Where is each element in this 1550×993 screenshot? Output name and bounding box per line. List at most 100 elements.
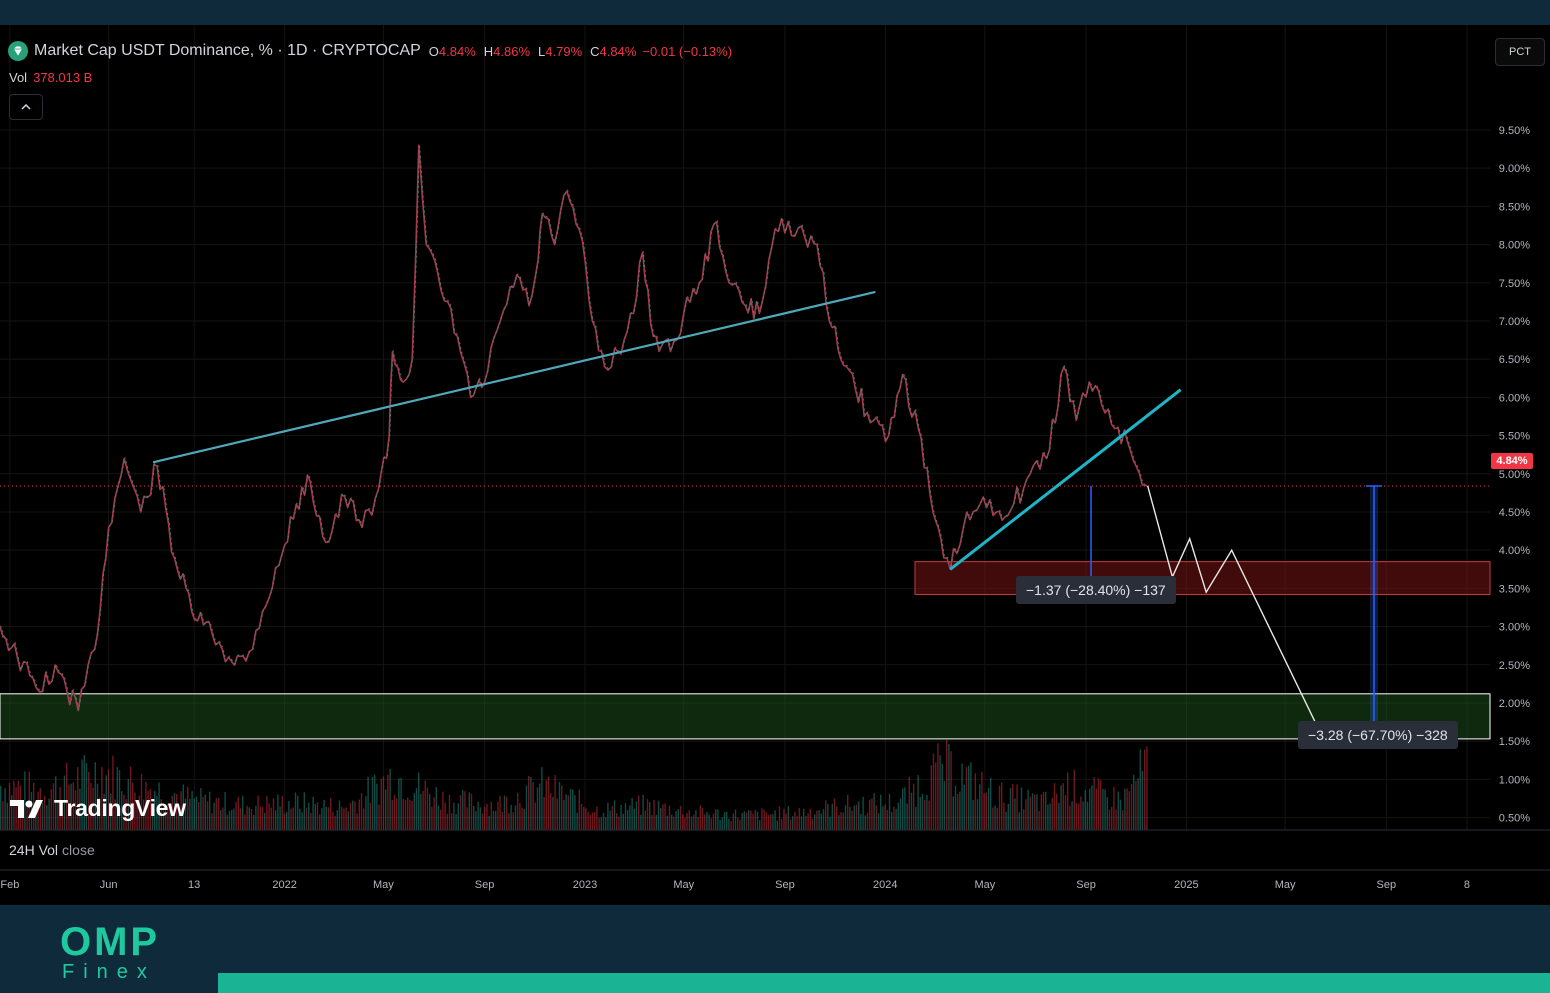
volume-bar bbox=[420, 793, 422, 830]
volume-label: Vol bbox=[9, 70, 28, 85]
low-value: 4.79% bbox=[545, 43, 583, 59]
volume-bar bbox=[627, 810, 629, 830]
volume-bar bbox=[431, 806, 433, 830]
volume-bar bbox=[1042, 791, 1045, 830]
volume-bar bbox=[569, 789, 572, 830]
volume-bar bbox=[1049, 803, 1051, 830]
volume-bar bbox=[772, 814, 774, 830]
volume-bar bbox=[721, 817, 723, 830]
volume-bar bbox=[732, 813, 734, 830]
volume-bar bbox=[453, 802, 455, 830]
drawings[interactable] bbox=[0, 290, 1490, 739]
volume-bar bbox=[759, 820, 761, 830]
volume-bar bbox=[138, 795, 140, 830]
volume-bar bbox=[123, 794, 125, 830]
volume-bar bbox=[829, 816, 831, 830]
volume-bar bbox=[915, 806, 917, 830]
volume-bar bbox=[844, 805, 847, 830]
volume-bar bbox=[519, 803, 521, 830]
volume-bar bbox=[253, 814, 255, 830]
volume-bar bbox=[319, 814, 321, 830]
volume-bar bbox=[294, 792, 297, 830]
high-label: H bbox=[483, 43, 494, 59]
volume-bar bbox=[767, 814, 770, 830]
volume-bar bbox=[591, 812, 594, 830]
volume-bar bbox=[1051, 797, 1053, 830]
volume-bar bbox=[365, 796, 367, 830]
volume-bar bbox=[943, 780, 946, 830]
volume-bar bbox=[693, 814, 695, 830]
volume-bar bbox=[61, 802, 63, 830]
volume-bar bbox=[730, 821, 732, 830]
volume-bar bbox=[1023, 809, 1025, 830]
volume-bar bbox=[1078, 803, 1080, 830]
volume-bar bbox=[44, 795, 46, 830]
volume-bar bbox=[242, 795, 244, 830]
volume-bar bbox=[1115, 809, 1117, 830]
volume-bar bbox=[103, 793, 105, 830]
volume-bar bbox=[1060, 785, 1062, 830]
volume-bar bbox=[530, 776, 532, 830]
volume-bar bbox=[39, 788, 41, 830]
volume-bar bbox=[541, 767, 543, 830]
x-tick-label: Sep bbox=[1076, 879, 1096, 891]
volume-bar bbox=[849, 807, 851, 830]
volume-bar bbox=[413, 793, 415, 830]
chart-legend: Market Cap USDT Dominance, % · 1D · CRYP… bbox=[8, 41, 732, 61]
chart-panel[interactable]: 9.50% 9.00% 8.50% 8.00% 7.50% 7.00% 6.50% 6.00%… bbox=[0, 25, 1550, 905]
volume-bar bbox=[81, 759, 83, 830]
volume-bar bbox=[525, 785, 528, 830]
volume-bar bbox=[492, 810, 495, 830]
volume-bar bbox=[222, 807, 224, 830]
volume-bar bbox=[1133, 774, 1135, 830]
volume-bar bbox=[325, 806, 327, 830]
volume-bar bbox=[1073, 769, 1075, 830]
volume-bar bbox=[182, 784, 184, 830]
volume-bar bbox=[1001, 782, 1003, 830]
volume-bar bbox=[748, 810, 750, 830]
volume-bar bbox=[1029, 796, 1031, 830]
volume-bar bbox=[974, 773, 976, 830]
volume-bar bbox=[954, 785, 957, 830]
volume-bar bbox=[279, 806, 281, 830]
volume-bar bbox=[1084, 789, 1086, 830]
volume-bar bbox=[798, 808, 800, 830]
x-tick-label: 8 bbox=[1464, 879, 1470, 891]
volume-bar bbox=[987, 787, 990, 830]
volume-bar bbox=[563, 799, 565, 830]
collapse-legend-button[interactable] bbox=[9, 94, 43, 120]
volume-bar bbox=[1139, 749, 1141, 830]
volume-indicator-label[interactable]: 24H Vol close bbox=[9, 842, 95, 858]
volume-bar bbox=[70, 783, 72, 830]
volume-bar bbox=[1025, 799, 1027, 830]
volume-bar bbox=[178, 807, 180, 830]
volume-bar bbox=[598, 817, 600, 830]
volume-bar bbox=[662, 804, 664, 830]
volume-bar bbox=[534, 802, 536, 830]
volume-bar bbox=[193, 798, 195, 830]
y-tick-label: 3.00% bbox=[1499, 622, 1530, 634]
volume-bar bbox=[336, 810, 338, 830]
x-tick-label: May bbox=[974, 879, 995, 891]
volume-bar bbox=[371, 776, 374, 830]
volume-bar bbox=[981, 771, 983, 830]
volume-bar bbox=[486, 803, 488, 830]
symbol-title[interactable]: Market Cap USDT Dominance, % · 1D · CRYP… bbox=[34, 42, 421, 59]
volume-bar bbox=[547, 776, 550, 830]
volume-bar bbox=[873, 793, 875, 830]
volume-bar bbox=[422, 790, 424, 830]
volume-bar bbox=[358, 799, 360, 830]
y-tick-label: 2.50% bbox=[1499, 660, 1530, 672]
x-tick-label: 2022 bbox=[272, 879, 296, 891]
percent-scale-button[interactable]: PCT bbox=[1495, 38, 1545, 66]
volume-bar bbox=[532, 782, 534, 830]
price-chart[interactable]: 9.50% 9.00% 8.50% 8.00% 7.50% 7.00% 6.50% 6.00%… bbox=[0, 25, 1550, 905]
volume-bar bbox=[558, 781, 561, 830]
volume-bar bbox=[356, 813, 358, 830]
volume-bar bbox=[580, 803, 583, 830]
volume-bar bbox=[429, 794, 431, 830]
x-tick-label: 2025 bbox=[1174, 879, 1198, 891]
volume-bar bbox=[1106, 797, 1108, 830]
volume-bar bbox=[468, 792, 470, 830]
volume-bar bbox=[928, 800, 930, 830]
